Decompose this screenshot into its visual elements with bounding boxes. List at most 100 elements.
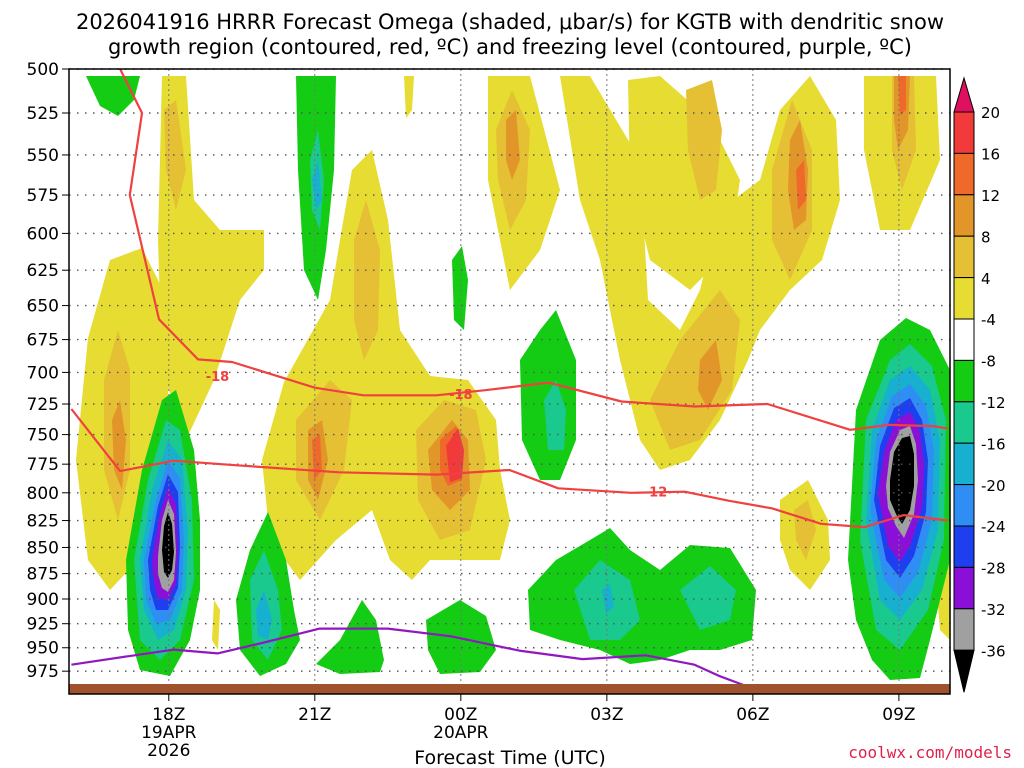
colorbar-label: -12: [981, 394, 1006, 412]
x-tick-label: 00Z: [444, 705, 477, 725]
colorbar-label: -8: [981, 353, 996, 371]
y-tick-label: 900: [27, 590, 59, 610]
x-tick-label: 18Z: [152, 705, 185, 725]
y-tick-label: 525: [27, 104, 59, 124]
colorbar: 20 16 12 8 4 -4 -8 -12 -16 -20 -24 -28 -32 -36: [953, 76, 1006, 693]
omega-region: [698, 340, 722, 410]
y-tick-label: 975: [27, 662, 59, 682]
omega-region: [796, 160, 806, 210]
omega-region: [86, 76, 140, 116]
colorbar-label: -36: [981, 642, 1006, 660]
y-tick-label: 575: [27, 186, 59, 206]
colorbar-band: [953, 194, 975, 237]
contour-lines: -18 -18 -12: [70, 69, 948, 689]
colorbar-band: [953, 442, 975, 486]
omega-shading: [76, 76, 950, 680]
colorbar-label: -24: [981, 518, 1006, 536]
colorbar-band: [953, 152, 975, 196]
omega-region: [686, 80, 722, 200]
colorbar-label: 16: [981, 146, 1000, 164]
omega-region: [162, 512, 174, 578]
y-tick-label: 700: [27, 363, 59, 383]
colorbar-band: [953, 401, 975, 444]
colorbar-bottom-arrow: [953, 649, 975, 693]
y-tick-label: 800: [27, 484, 59, 504]
colorbar-band: [953, 566, 975, 610]
contour-line-dgz-upper-minus18: [119, 69, 948, 431]
plot-frame: [68, 68, 951, 695]
omega-region: [898, 76, 906, 115]
y-tick-label: 600: [27, 224, 59, 244]
colorbar-band: [953, 608, 975, 651]
x-tick-label: 2026: [147, 741, 190, 761]
credit-text: coolwx.com/models: [848, 743, 1012, 762]
colorbar-band: [953, 111, 975, 154]
colorbar-label: -16: [981, 435, 1006, 453]
x-tick-label: 09Z: [882, 705, 915, 725]
colorbar-label: 8: [981, 228, 991, 246]
y-tick-label: 825: [27, 512, 59, 532]
y-tick-label: 950: [27, 639, 59, 659]
y-tick-label: 625: [27, 261, 59, 281]
x-tick-label: 20APR: [433, 723, 489, 743]
omega-region: [256, 590, 272, 640]
omega-region: [426, 600, 496, 674]
omega-region: [446, 428, 464, 482]
y-tick-label: 675: [27, 331, 59, 351]
y-tick-label: 775: [27, 455, 59, 475]
omega-region: [602, 584, 614, 614]
colorbar-label: -4: [981, 311, 996, 329]
colorbar-band: [953, 277, 975, 320]
colorbar-label: 12: [981, 187, 1000, 205]
x-tick-label: 03Z: [590, 705, 623, 725]
grid-lines: [69, 68, 950, 694]
colorbar-band: [953, 235, 975, 279]
chart-title-line2: growth region (contoured, red, ºC) and f…: [108, 35, 912, 59]
y-tick-label: 875: [27, 565, 59, 585]
x-tick-label: 21Z: [298, 705, 331, 725]
colorbar-label: 4: [981, 270, 991, 288]
colorbar-label: 20: [981, 104, 1000, 122]
omega-region: [544, 380, 566, 450]
colorbar-top-arrow: [953, 76, 975, 113]
omega-region: [164, 100, 186, 210]
omega-region: [112, 400, 126, 490]
omega-region: [312, 160, 322, 210]
colorbar-band: [953, 318, 975, 361]
omega-region: [316, 600, 384, 674]
y-tick-label: 725: [27, 395, 59, 415]
colorbar-band: [953, 525, 975, 568]
omega-region: [354, 200, 380, 360]
y-tick-label: 925: [27, 615, 59, 635]
x-tick-label: 06Z: [736, 705, 769, 725]
contour-label: -12: [644, 486, 668, 501]
omega-region: [506, 110, 520, 180]
omega-region: [794, 500, 816, 560]
omega-region: [528, 528, 756, 664]
omega-region: [404, 76, 414, 118]
colorbar-label: -28: [981, 560, 1006, 578]
chart-title-line1: 2026041916 HRRR Forecast Omega (shaded, …: [76, 10, 944, 34]
colorbar-band: [953, 484, 975, 527]
omega-region: [452, 246, 468, 330]
colorbar-label: -32: [981, 601, 1006, 619]
plot-area: -18 -18 -12: [68, 68, 951, 695]
x-axis-label: Forecast Time (UTC): [414, 747, 605, 768]
y-tick-label: 750: [27, 426, 59, 446]
y-tick-label: 500: [27, 60, 59, 80]
contour-label: -18: [206, 370, 230, 385]
omega-region: [890, 436, 914, 524]
contour-label: -18: [449, 388, 473, 403]
y-tick-label: 550: [27, 146, 59, 166]
contour-line-dgz-lower-minus12: [70, 408, 948, 529]
y-tick-label: 850: [27, 538, 59, 558]
y-axis: 500 525 550 575 600 625 650 675 700 725 750 775 800 8…: [27, 60, 69, 682]
y-tick-label: 650: [27, 297, 59, 317]
ground-strip: [69, 684, 950, 694]
omega-region: [650, 290, 740, 450]
omega-region: [680, 566, 736, 630]
x-tick-label: 19APR: [141, 723, 197, 743]
colorbar-band: [953, 359, 975, 403]
